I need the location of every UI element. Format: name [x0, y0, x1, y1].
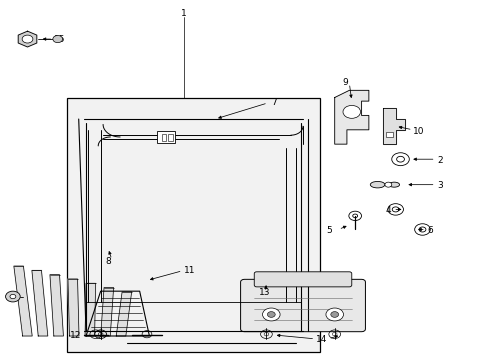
Bar — [66, 98, 320, 352]
Circle shape — [262, 308, 280, 321]
Text: 4: 4 — [385, 206, 390, 215]
Polygon shape — [18, 31, 37, 47]
Text: 1: 1 — [180, 9, 186, 18]
Polygon shape — [50, 275, 63, 336]
Text: 12: 12 — [70, 332, 81, 341]
Circle shape — [330, 312, 338, 318]
Circle shape — [267, 312, 275, 318]
Polygon shape — [68, 279, 79, 336]
Text: 14: 14 — [315, 335, 326, 344]
Text: 8: 8 — [105, 257, 111, 266]
Polygon shape — [116, 292, 131, 336]
Bar — [168, 134, 172, 140]
Bar — [161, 134, 165, 140]
Polygon shape — [85, 283, 95, 336]
Circle shape — [325, 308, 343, 321]
FancyBboxPatch shape — [240, 279, 365, 332]
Text: 11: 11 — [183, 266, 195, 275]
Circle shape — [53, 36, 62, 42]
Circle shape — [5, 291, 20, 302]
FancyBboxPatch shape — [254, 272, 351, 287]
Text: 15: 15 — [54, 35, 66, 44]
Ellipse shape — [369, 181, 384, 188]
Text: 3: 3 — [436, 181, 442, 190]
Text: 10: 10 — [412, 127, 424, 136]
Text: 2: 2 — [436, 156, 442, 165]
Circle shape — [342, 105, 360, 118]
Text: 5: 5 — [326, 226, 331, 235]
Bar — [157, 131, 175, 143]
Text: 7: 7 — [271, 98, 277, 107]
Bar — [385, 132, 392, 137]
Circle shape — [10, 294, 16, 299]
Polygon shape — [101, 288, 113, 336]
Polygon shape — [32, 270, 48, 336]
Text: 6: 6 — [427, 226, 432, 235]
Polygon shape — [334, 90, 368, 144]
Polygon shape — [383, 108, 405, 144]
Ellipse shape — [388, 182, 399, 187]
Text: 13: 13 — [259, 288, 270, 297]
Circle shape — [384, 182, 391, 187]
Text: 9: 9 — [341, 78, 347, 87]
Polygon shape — [14, 266, 32, 336]
Circle shape — [22, 35, 33, 43]
